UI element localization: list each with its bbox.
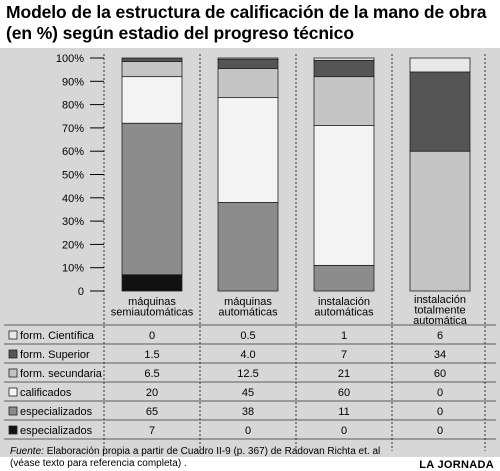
legend-swatch bbox=[8, 349, 18, 359]
data-label: 12.5 bbox=[237, 368, 258, 380]
data-label: 11 bbox=[338, 406, 349, 418]
bar-segment bbox=[217, 97, 279, 203]
bar-segment bbox=[121, 76, 183, 124]
legend-swatch bbox=[8, 387, 18, 397]
y-tick-label: 20% bbox=[62, 239, 84, 251]
bar-segment bbox=[313, 76, 375, 126]
category-label: totalmente bbox=[414, 305, 465, 317]
legend-swatch bbox=[8, 368, 18, 378]
bar-segment bbox=[121, 61, 183, 78]
legend-label: especializados bbox=[20, 406, 93, 418]
data-label: 0 bbox=[437, 387, 443, 399]
data-label: 4.0 bbox=[240, 349, 255, 361]
category-label: automática bbox=[413, 315, 468, 327]
y-tick-label: 0 bbox=[78, 286, 84, 298]
y-tick-label: 50% bbox=[62, 170, 84, 182]
chart-title: Modelo de la estructura de calificación … bbox=[6, 2, 487, 43]
bar-segment bbox=[313, 57, 375, 61]
data-label: 20 bbox=[146, 387, 158, 399]
legend-swatch bbox=[8, 330, 18, 340]
bar-segment bbox=[121, 122, 183, 276]
data-label: 21 bbox=[338, 368, 350, 380]
chart-panel: 0 10% 20% 30% 40% 50% 60% 70% 80% 90% 100% máquinas… bbox=[0, 48, 500, 457]
y-tick-label: 10% bbox=[62, 263, 84, 275]
y-tick-label: 80% bbox=[62, 100, 84, 112]
data-label: 7 bbox=[149, 425, 155, 437]
bar-segment bbox=[313, 125, 375, 266]
legend-label: calificados bbox=[20, 387, 72, 399]
stacked-bar-chart: 0 10% 20% 30% 40% 50% 60% 70% 80% 90% 100% máquinas… bbox=[4, 53, 496, 451]
brand-logo: LA JORNADA bbox=[419, 459, 494, 471]
legend-label: form. Superior bbox=[20, 349, 90, 361]
data-label: 0 bbox=[341, 425, 347, 437]
source-note: Fuente: Elaboración propia a partir de C… bbox=[10, 446, 410, 470]
data-label: 1.5 bbox=[144, 349, 159, 361]
bar-segment bbox=[313, 59, 375, 78]
bar-segment bbox=[409, 71, 471, 152]
y-tick-label: 40% bbox=[62, 193, 84, 205]
data-label: 0.5 bbox=[240, 330, 255, 342]
data-label: 6 bbox=[437, 330, 443, 342]
category-label: máquinas bbox=[224, 296, 272, 308]
y-tick-label: 60% bbox=[62, 146, 84, 158]
data-label: 45 bbox=[242, 387, 254, 399]
bar-segment bbox=[409, 57, 471, 73]
category-label: instalación bbox=[414, 294, 466, 306]
data-label: 60 bbox=[338, 387, 350, 399]
data-label: 38 bbox=[242, 406, 254, 418]
bar-segment bbox=[313, 264, 375, 292]
data-label: 0 bbox=[149, 330, 155, 342]
bar-segment bbox=[217, 58, 279, 69]
category-label: instalación bbox=[318, 296, 370, 308]
y-tick-label: 70% bbox=[62, 123, 84, 135]
bar-segment bbox=[121, 57, 183, 62]
legend-label: form. Científica bbox=[20, 330, 95, 342]
legend-label: form. secundaria bbox=[20, 368, 103, 380]
bar-segment bbox=[217, 57, 279, 60]
y-tick-label: 100% bbox=[56, 53, 84, 65]
category-label: semiautomáticas bbox=[111, 307, 194, 319]
category-label: máquinas bbox=[128, 296, 176, 308]
legend-swatch bbox=[8, 406, 18, 416]
y-tick-label: 90% bbox=[62, 76, 84, 88]
bar-segment bbox=[121, 274, 183, 292]
bar-segment bbox=[217, 202, 279, 292]
data-label: 34 bbox=[434, 349, 446, 361]
bar-segment bbox=[217, 68, 279, 99]
bar-segment bbox=[409, 150, 471, 292]
data-label: 60 bbox=[434, 368, 446, 380]
data-label: 0 bbox=[437, 406, 443, 418]
data-label: 65 bbox=[146, 406, 158, 418]
category-label: automáticas bbox=[314, 307, 374, 319]
source-note-text: (véase texto para referencia completa) . bbox=[10, 458, 187, 469]
y-tick-label: 30% bbox=[62, 216, 84, 228]
legend-label: especializados bbox=[20, 425, 93, 437]
data-label: 1 bbox=[341, 330, 347, 342]
data-label: 0 bbox=[245, 425, 251, 437]
source-label: Fuente: bbox=[10, 446, 44, 457]
source-text: Elaboración propia a partir de Cuadro II… bbox=[43, 446, 381, 457]
data-label: 7 bbox=[341, 349, 347, 361]
category-label: automáticas bbox=[218, 307, 278, 319]
data-label: 0 bbox=[437, 425, 443, 437]
legend-swatch bbox=[8, 425, 18, 435]
data-label: 6.5 bbox=[144, 368, 159, 380]
